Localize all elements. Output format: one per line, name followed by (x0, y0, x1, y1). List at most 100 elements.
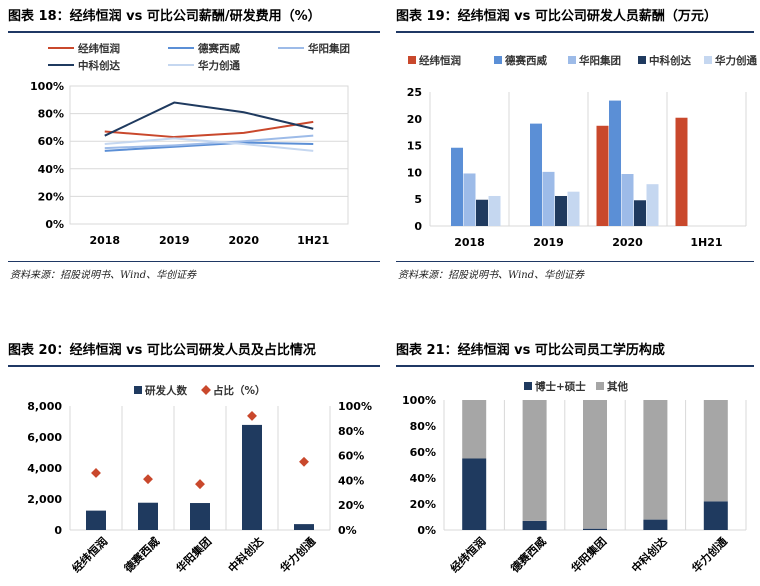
bar (555, 195, 567, 226)
bar-segment (462, 458, 487, 530)
bar-segment (643, 400, 668, 520)
x-tick-label: 2018 (454, 236, 485, 249)
legend-swatch (568, 56, 576, 64)
bar (242, 424, 262, 530)
bar (596, 125, 609, 226)
series-line (104, 141, 314, 152)
y-tick-label: 20% (38, 190, 64, 203)
y-tick-label: 100% (402, 394, 436, 407)
scatter-point (247, 410, 257, 421)
x-tick-label: 经纬恒润 (69, 534, 110, 575)
y-tick-label: 40% (38, 163, 64, 176)
chart-title: 图表 19：经纬恒润 vs 可比公司研发人员薪酬（万元） (396, 9, 717, 24)
legend-label: 德赛西威 (504, 54, 547, 67)
y2-tick-label: 0% (338, 524, 357, 537)
y-tick-label: 40% (410, 472, 436, 485)
stacked-bar-education: 博士+硕士 其他 0% 20% 40% 60% 80% 100% 经纬恒润 德赛西威 华阳集团 中科创… (402, 380, 747, 576)
legend-label: 研发人数 (145, 384, 187, 397)
bar-segment (643, 519, 668, 530)
legend-label: 博士+硕士 (535, 380, 586, 393)
bar (451, 147, 463, 226)
y-tick-label: 4,000 (27, 462, 62, 475)
chart-title: 图表 18：经纬恒润 vs 可比公司薪酬/研发费用（%） (8, 9, 321, 24)
legend-swatch (494, 56, 502, 64)
bar-segment (583, 400, 607, 529)
legend-swatch (201, 385, 211, 395)
legend-label: 中科创达 (78, 59, 120, 72)
legend-label: 其他 (607, 380, 628, 393)
legend-label: 华阳集团 (579, 54, 621, 67)
bar (488, 195, 501, 226)
scatter-point (299, 456, 309, 467)
series-line (104, 134, 314, 150)
x-tick-label: 德赛西威 (507, 534, 549, 576)
y-tick-label: 20% (410, 498, 436, 511)
bar (86, 510, 106, 530)
bar (463, 173, 476, 226)
y-tick-label: 80% (38, 108, 64, 121)
legend-label: 德赛西威 (197, 42, 240, 55)
chart-panel-20: 图表 20：经纬恒润 vs 可比公司研发人员及占比情况 研发人数 占比（%） 0 2,… (8, 338, 380, 584)
title-divider (396, 365, 754, 367)
x-tick-label: 1H21 (690, 236, 722, 249)
legend-swatch (704, 56, 712, 64)
bar (675, 117, 688, 226)
chart-panel-21: 图表 21：经纬恒润 vs 可比公司员工学历构成 博士+硕士 其他 0% 20% 40%… (396, 338, 754, 584)
legend-label: 经纬恒润 (419, 54, 461, 67)
chart-panel-18: 图表 18：经纬恒润 vs 可比公司薪酬/研发费用（%） 经纬恒润 德赛西威 华阳集… (8, 4, 380, 288)
legend-swatch (524, 382, 532, 390)
bar (621, 174, 634, 226)
y-tick-label: 2,000 (27, 493, 62, 506)
x-tick-label: 2020 (612, 236, 643, 249)
x-tick-label: 2020 (228, 234, 259, 247)
y-tick-label: 0 (414, 220, 422, 233)
y2-tick-label: 80% (338, 425, 364, 438)
legend-label: 华力创通 (198, 59, 240, 72)
title-divider (8, 365, 380, 367)
x-tick-label: 1H21 (297, 234, 329, 247)
bar-segment (703, 501, 728, 530)
source-divider (396, 261, 754, 262)
legend-label: 中科创达 (649, 54, 691, 67)
y-tick-label: 20 (407, 113, 423, 126)
source-divider (8, 261, 380, 262)
y-tick-label: 5 (414, 193, 422, 206)
series-line (104, 101, 314, 137)
x-tick-label: 华阳集团 (568, 534, 609, 575)
chart-panel-19: 图表 19：经纬恒润 vs 可比公司研发人员薪酬（万元） 经纬恒润 德赛西威 华阳集… (396, 4, 758, 288)
y2-tick-label: 20% (338, 499, 364, 512)
y-tick-label: 60% (410, 446, 436, 459)
bar (609, 100, 621, 226)
bar (138, 502, 158, 530)
y2-tick-label: 100% (338, 400, 372, 413)
bar-segment (522, 520, 547, 530)
y-tick-label: 0% (417, 524, 436, 537)
y2-tick-label: 40% (338, 474, 364, 487)
bar (567, 191, 580, 226)
y-tick-label: 80% (410, 420, 436, 433)
series-line (104, 120, 314, 139)
bar-chart-rd-salary: 经纬恒润 德赛西威 华阳集团 中科创达 华力创通 0 5 10 15 20 25 2018 2019 20… (407, 54, 758, 249)
y2-tick-label: 60% (338, 450, 364, 463)
x-tick-label: 华阳集团 (173, 534, 214, 575)
title-divider (8, 31, 380, 33)
y-tick-label: 60% (38, 135, 64, 148)
series-line (104, 137, 314, 152)
x-tick-label: 2019 (533, 236, 564, 249)
bar (542, 171, 555, 226)
combo-chart-rd-staff: 研发人数 占比（%） 0 2,000 4,000 6,000 8,000 0% 20% 40% 60… (27, 384, 372, 576)
legend-label: 华力创通 (715, 54, 757, 67)
bar-segment (522, 400, 547, 521)
bar-segment (703, 400, 728, 502)
bar (634, 200, 646, 226)
legend-swatch (134, 386, 142, 394)
source-note: 资料来源：招股说明书、Wind、华创证券 (10, 270, 197, 281)
x-tick-label: 经纬恒润 (447, 534, 488, 575)
bar (530, 123, 542, 226)
bar (646, 184, 659, 226)
x-tick-label: 中科创达 (225, 534, 266, 575)
bar (476, 199, 488, 226)
x-tick-label: 华力创通 (689, 534, 730, 575)
bar (294, 524, 314, 530)
